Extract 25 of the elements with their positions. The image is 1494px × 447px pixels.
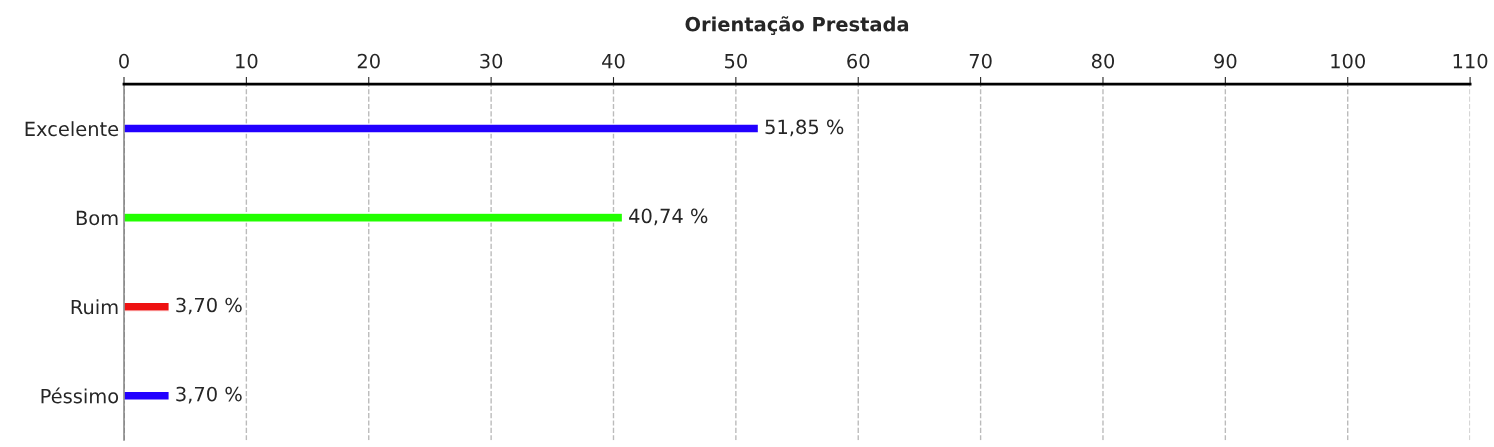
data-label: 3,70 % <box>176 386 242 404</box>
y-tick-label: Excelente <box>25 121 119 137</box>
data-label: 51,85 % <box>765 119 844 137</box>
x-tick-label: 10 <box>236 53 258 69</box>
x-tick-label: 30 <box>480 53 503 69</box>
data-label: 3,70 % <box>176 297 242 315</box>
x-tick-label: 20 <box>357 53 380 69</box>
x-tick-label: 100 <box>1331 53 1365 69</box>
x-tick-label: 90 <box>1214 53 1237 69</box>
y-tick-label: Bom <box>76 210 118 226</box>
bar <box>124 212 624 223</box>
x-tick-label: 80 <box>1091 53 1115 69</box>
y-tick-label: Ruim <box>71 299 118 315</box>
data-label: 40,74 % <box>629 208 708 226</box>
chart-title: Orientação Prestada <box>685 16 909 36</box>
x-tick-label: 40 <box>602 53 625 69</box>
x-tick-label: 0 <box>119 53 129 69</box>
y-tick-label: Péssimo <box>41 387 119 404</box>
x-tick-label: 50 <box>724 53 747 69</box>
bar <box>124 301 170 312</box>
x-tick-label: 110 <box>1453 53 1488 69</box>
bar <box>124 123 760 134</box>
x-tick-label: 70 <box>969 53 992 69</box>
bar <box>124 390 170 401</box>
x-tick-label: 60 <box>847 53 870 69</box>
